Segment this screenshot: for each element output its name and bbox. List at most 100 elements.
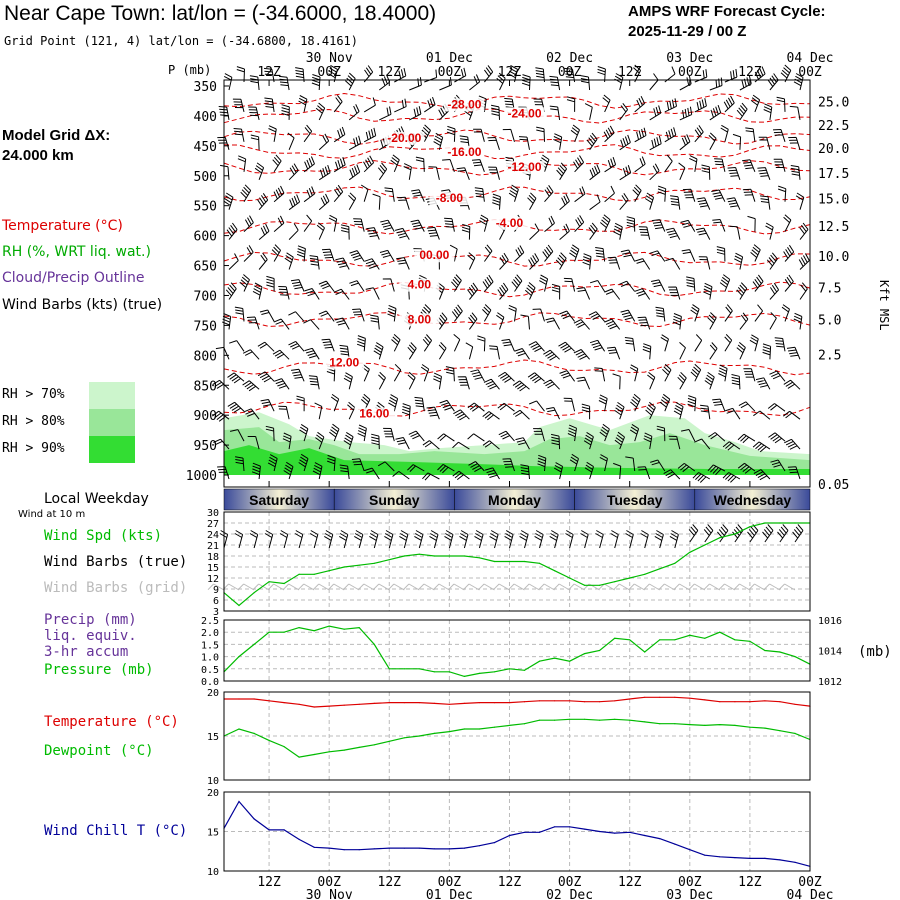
surface-wind-barb <box>640 530 649 549</box>
temperature-line-point <box>268 700 270 702</box>
isotherm-label: -4.00 <box>496 216 524 230</box>
upper-wind-barb <box>278 286 290 300</box>
pressure-tick-label: 850 <box>194 379 217 394</box>
temperature-line-point <box>523 701 526 703</box>
upper-wind-barb <box>352 308 365 322</box>
pressure-line-point <box>554 657 556 659</box>
upper-wind-barb <box>318 193 330 211</box>
upper-panel-frame <box>223 79 811 488</box>
upper-wind-barb <box>614 73 624 91</box>
upper-wind-barb <box>665 227 681 240</box>
temperature-line-point <box>659 696 661 698</box>
weekday-label: Saturday <box>249 492 309 508</box>
wind-speed-line-point <box>779 522 781 524</box>
pressure-line-point <box>704 637 706 639</box>
isotherm-label-bg <box>504 160 545 174</box>
upper-wind-barb <box>581 403 591 420</box>
wind-speed-panel-tick-label: 3 <box>213 607 219 618</box>
upper-wind-barb <box>789 105 801 120</box>
upper-wind-barb <box>363 127 377 143</box>
dewpoint-line-point <box>403 737 405 739</box>
upper-wind-barb <box>311 74 321 91</box>
upper-wind-barb <box>366 227 380 240</box>
upper-wind-barb <box>698 256 711 270</box>
wind-speed-line-point <box>298 573 300 575</box>
upper-wind-barb <box>246 316 260 330</box>
upper-wind-barb <box>678 162 686 180</box>
surface-wind-barb <box>279 530 289 549</box>
upper-wind-barb <box>468 312 478 330</box>
upper-wind-barb <box>612 373 621 390</box>
temperature-line-point <box>644 696 646 698</box>
upper-wind-barb <box>594 367 606 382</box>
upper-wind-barb <box>527 372 545 384</box>
temperature-line-point <box>554 700 556 702</box>
pressure-line-point <box>569 660 571 662</box>
temperature-line-point <box>463 702 465 705</box>
upper-wind-barb <box>414 396 425 412</box>
surface-wind-barb <box>294 530 304 549</box>
pressure-line-point <box>343 628 345 630</box>
upper-wind-barb <box>686 276 696 292</box>
wind-speed-line-point <box>358 564 360 566</box>
upper-wind-barb <box>356 335 366 352</box>
grid-wind-barb <box>778 583 796 591</box>
bottom-date-label: 02 Dec <box>546 888 593 900</box>
isotherm-label-bg <box>429 192 470 206</box>
upper-wind-barb <box>711 189 726 202</box>
upper-wind-barb <box>520 314 530 330</box>
upper-wind-barb <box>709 104 722 121</box>
temperature-line-point <box>569 700 571 702</box>
surface-wind-barb <box>610 530 619 549</box>
legend-rh90: RH > 90% <box>2 441 65 456</box>
upper-wind-barb <box>664 66 676 83</box>
pressure-line-point <box>358 627 360 629</box>
upper-wind-barb <box>613 222 623 240</box>
upper-wind-barb <box>316 222 325 240</box>
temp-panel-tick-label: 10 <box>207 776 219 787</box>
pressure-line-point <box>283 631 285 633</box>
upper-wind-barb <box>769 312 777 330</box>
upper-wind-barb <box>407 371 416 390</box>
upper-wind-barb <box>784 438 801 450</box>
forecast-cycle-value: 2025-11-29 / 00 Z <box>628 23 747 40</box>
upper-wind-barb <box>474 187 485 202</box>
wind-chill-line-point <box>614 832 616 834</box>
upper-wind-barb <box>328 214 338 232</box>
upper-wind-barb <box>551 283 561 300</box>
wind-chill-line-point <box>358 849 360 851</box>
upper-wind-barb <box>700 404 711 420</box>
upper-wind-barb <box>650 459 666 472</box>
upper-wind-barb <box>482 411 500 421</box>
wind-speed-panel-tick-label: 15 <box>207 563 219 574</box>
upper-wind-barb <box>559 223 570 240</box>
upper-wind-barb <box>549 105 561 120</box>
upper-wind-barb <box>501 338 515 352</box>
upper-wind-barb <box>347 401 356 420</box>
upper-wind-barb <box>444 217 455 232</box>
upper-wind-barb <box>645 401 656 420</box>
isotherm-label: 16.00 <box>359 407 389 421</box>
temperature-line-point <box>584 701 586 703</box>
upper-wind-barb <box>422 440 440 450</box>
upper-wind-barb <box>589 339 606 352</box>
temperature-line-point <box>283 702 285 704</box>
grid-wind-barb <box>658 583 676 591</box>
upper-wind-barb <box>566 96 576 112</box>
precip-panel-tick-label: 1.0 <box>201 653 219 664</box>
temperature-line-point <box>493 702 496 704</box>
upper-wind-barb <box>303 186 316 203</box>
upper-wind-barb <box>754 66 766 83</box>
upper-wind-barb <box>502 458 515 472</box>
weekday-cell <box>694 488 811 511</box>
upper-wind-barb <box>664 98 677 113</box>
height-tick-label: 5.0 <box>818 314 841 329</box>
forecast-cycle-label: AMPS WRF Forecast Cycle: <box>628 3 826 20</box>
pressure-unit-label: (mb) <box>858 644 892 660</box>
upper-wind-barb <box>528 341 545 353</box>
upper-wind-barb <box>259 309 275 322</box>
upper-wind-barb <box>558 341 575 353</box>
surface-wind-barb <box>580 530 589 549</box>
legend-wind-speed: Wind Spd (kts) <box>44 528 163 544</box>
upper-wind-barb <box>780 64 792 83</box>
